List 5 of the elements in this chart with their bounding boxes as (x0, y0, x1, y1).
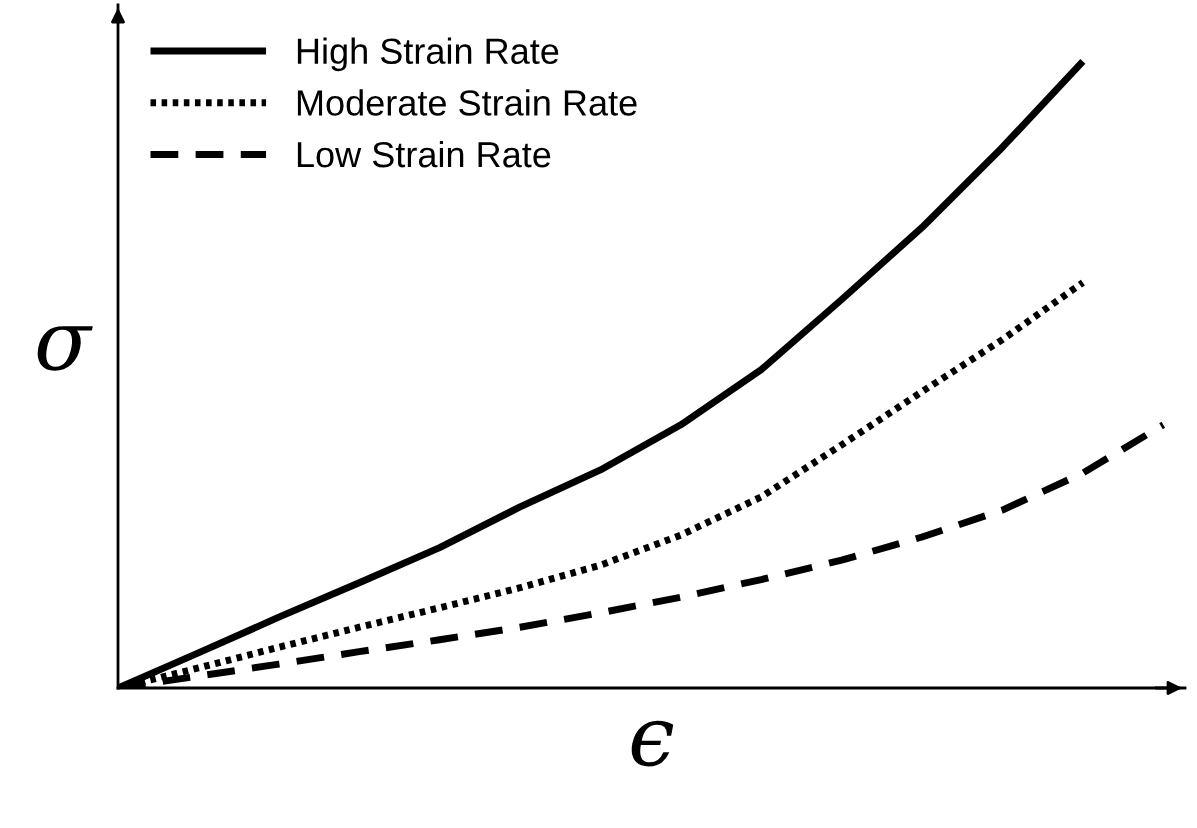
legend-label: High Strain Rate (297, 37, 559, 72)
y-axis-title: σ (37, 326, 93, 371)
x-axis-title: ϵ (631, 720, 674, 767)
legend-label: Moderate Strain Rate (297, 89, 637, 116)
legend-label: Low Strain Rate (297, 140, 551, 168)
